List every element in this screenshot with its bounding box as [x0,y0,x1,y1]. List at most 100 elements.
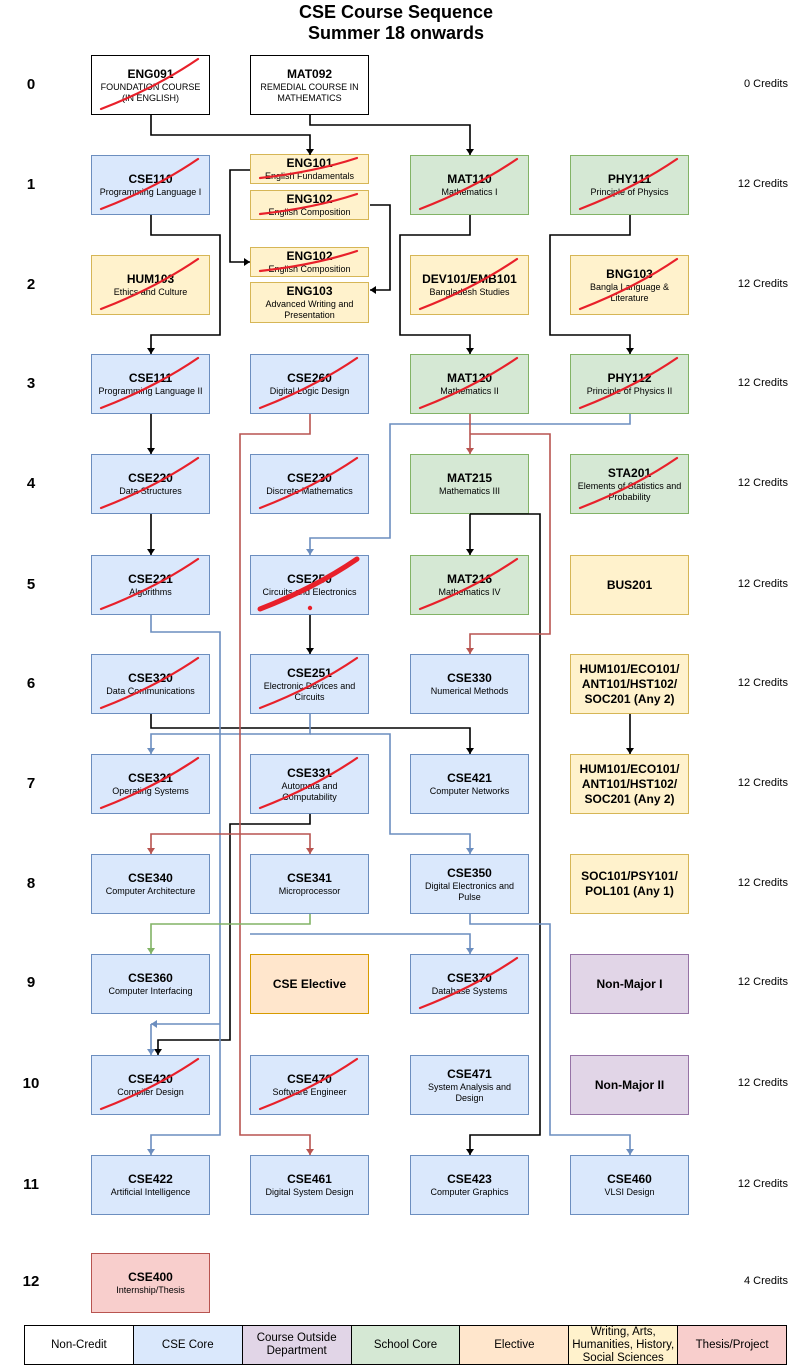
course-name: Automata and Computability [281,780,338,802]
course-code: CSE370 [447,971,492,985]
course-code: STA201 [607,465,652,480]
semester-credits: 4 Credits [743,1275,788,1287]
prerequisite-connector [150,115,311,155]
course-name: Data Structures [119,486,182,496]
course-name: Numerical Methods [430,686,509,696]
course-box: MAT216 Mathematics IV [410,555,529,615]
semester-label: 7 [26,775,36,792]
semester-credits: 12 Credits [737,477,788,489]
course-code: CSE110 [128,172,173,186]
course-box: HUM101/ECO101/ ANT101/HST102/ SOC201 (An… [570,654,689,714]
semester-credits: 12 Credits [737,178,788,190]
course-box: CSE331 Automata and Computability [250,754,369,814]
course-box: CSE421 Computer Networks [410,754,529,814]
semester-label: 0 [26,76,36,93]
legend-item-outside: Course Outside Department [241,1325,352,1365]
course-code: SOC101/PSY101/ POL101 (Any 1) [581,869,678,898]
course-code: CSE250 [287,572,332,586]
semester-label: 10 [22,1075,40,1092]
semester-label: 8 [26,875,36,892]
course-code: CSE221 [128,572,173,586]
course-box: CSE340 Computer Architecture [91,854,210,914]
course-box: CSE422 Artificial Intelligence [91,1155,210,1215]
course-code: CSE460 [607,1172,652,1186]
semester-credits: 12 Credits [737,377,788,389]
course-code: CSE400 [128,1270,173,1284]
course-name: Electronic Devices and Circuits [263,680,356,702]
course-code: CSE421 [447,771,492,785]
prerequisite-connector [150,833,230,854]
course-box: CSE370 Database Systems [410,954,529,1014]
course-box: CSE230 Discrete Mathematics [250,454,369,514]
semester-label: 9 [26,974,36,991]
course-code: Non-Major II [594,1077,665,1092]
semester-label: 12 [22,1273,40,1290]
course-box: PHY112 Principle of Physics II [570,354,689,414]
course-name: Bangladesh Studies [429,287,510,297]
course-name: English Composition [268,207,351,217]
course-box: HUM103 Ethics and Culture [91,255,210,315]
course-name: Database Systems [431,986,508,996]
prerequisite-connector [157,814,311,1055]
semester-label: 5 [26,576,36,593]
course-name: Principle of Physics II [586,386,673,396]
course-name: Digital System Design [265,1187,354,1197]
course-name: Mathematics II [440,386,499,396]
course-name: Digital Logic Design [269,386,350,396]
legend-item-thesis: Thesis/Project [677,1325,788,1365]
course-box: BNG103 Bangla Language & Literature [570,255,689,315]
legend-item-school: School Core [350,1325,461,1365]
semester-credits: 12 Credits [737,877,788,889]
legend-item-core: CSE Core [132,1325,243,1365]
course-name: Computer Interfacing [108,986,193,996]
semester-label: 2 [26,276,36,293]
course-box: CSE423 Computer Graphics [410,1155,529,1215]
course-code: ENG101 [286,156,333,170]
course-box: CSE471 System Analysis and Design [410,1055,529,1115]
course-code: MAT120 [446,371,493,385]
course-box: CSE251 Electronic Devices and Circuits [250,654,369,714]
course-box: Non-Major II [570,1055,689,1115]
course-box: CSE470 Software Engineer [250,1055,369,1115]
course-code: CSE340 [128,871,173,885]
course-box: MAT092 REMEDIAL COURSE IN MATHEMATICS [250,55,369,115]
course-box: CSE360 Computer Interfacing [91,954,210,1014]
course-code: CSE260 [287,371,332,385]
semester-credits: 0 Credits [743,78,788,90]
course-box: ENG103 Advanced Writing and Presentation [250,282,369,323]
prerequisite-connector [469,914,631,1155]
course-code: BUS201 [606,577,653,592]
course-code: MAT110 [447,172,492,186]
semester-label: 11 [23,1176,39,1193]
course-code: CSE331 [287,765,332,780]
course-code: BNG103 [606,266,653,281]
course-box: HUM101/ECO101/ ANT101/HST102/ SOC201 (An… [570,754,689,814]
course-code: CSE321 [128,771,173,785]
course-code: CSE461 [287,1172,332,1186]
course-name: Operating Systems [112,786,189,796]
course-box: SOC101/PSY101/ POL101 (Any 1) [570,854,689,914]
course-box: CSE221 Algorithms [91,555,210,615]
course-code: CSE422 [128,1172,173,1186]
course-code: HUM101/ECO101/ ANT101/HST102/ SOC201 (An… [579,661,680,706]
course-box: STA201 Elements of Statistics and Probabi… [570,454,689,514]
semester-label: 6 [26,675,36,692]
course-code: Non-Major I [596,976,663,991]
course-box: ENG102 English Composition [250,190,369,220]
course-name: Programming Language I [99,187,202,197]
semester-label: 4 [26,475,36,492]
course-name: Bangla Language & Literature [589,281,670,303]
semester-credits: 12 Credits [737,1077,788,1089]
course-name: Computer Architecture [105,886,196,896]
prerequisite-connector [150,714,471,754]
course-code: CSE230 [287,471,332,485]
prerequisite-connector [230,833,311,854]
course-box: CSE320 Data Communications [91,654,210,714]
course-name: English Composition [268,264,351,274]
prerequisite-connector [309,115,471,155]
course-name: Internship/Thesis [116,1285,185,1295]
course-box: DEV101/EMB101 Bangladesh Studies [410,255,529,315]
semester-credits: 12 Credits [737,976,788,988]
course-code: HUM103 [126,272,175,286]
course-code: CSE423 [447,1172,492,1186]
